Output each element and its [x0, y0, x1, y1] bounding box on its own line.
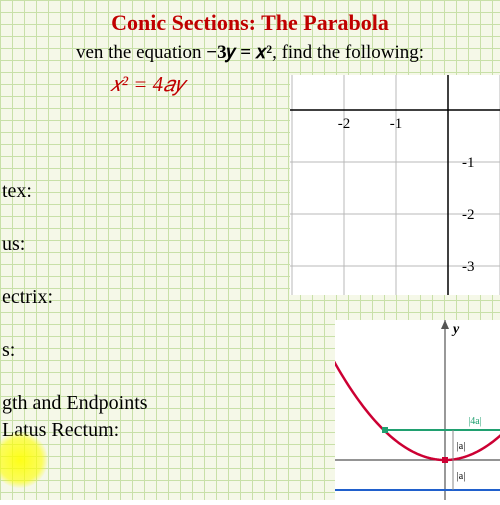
svg-text:-2: -2: [338, 116, 351, 132]
page-title: Conic Sections: The Parabola: [0, 10, 500, 36]
label-directrix: ectrix:: [0, 286, 148, 309]
svg-text:|a|: |a|: [457, 441, 465, 452]
svg-text:|a|: |a|: [457, 471, 465, 482]
svg-text:-1: -1: [462, 155, 475, 171]
y-axis-label: y: [453, 322, 459, 338]
standard-form-formula: 𝑥² = 4𝑎𝑦: [110, 72, 184, 97]
svg-text:|4a|: |4a|: [468, 416, 481, 427]
prompt-suffix: , find the following:: [272, 42, 424, 63]
svg-text:-2: -2: [462, 207, 475, 223]
coordinate-chart-svg: -2-11-1-2-3: [290, 75, 500, 295]
prompt-equation: −3𝑦 = 𝑥²: [206, 42, 272, 63]
coordinate-chart: -2-11-1-2-3: [290, 75, 500, 295]
parabola-diagram: |a| |a| |4a| y: [335, 320, 500, 500]
label-axis: s:: [0, 339, 148, 362]
label-focus: us:: [0, 233, 148, 256]
label-latus-2: Latus Rectum:: [0, 419, 148, 442]
prompt-prefix: ven the equation: [76, 42, 206, 63]
label-vertex: tex:: [0, 180, 148, 203]
label-latus-1: gth and Endpoints: [0, 392, 148, 415]
problem-prompt: ven the equation −3𝑦 = 𝑥², find the foll…: [0, 42, 500, 64]
answer-labels: tex: us: ectrix: s: gth and Endpoints La…: [0, 180, 148, 472]
parabola-diagram-svg: |a| |a| |4a|: [335, 320, 500, 500]
svg-text:-3: -3: [462, 259, 475, 275]
svg-text:-1: -1: [390, 116, 403, 132]
